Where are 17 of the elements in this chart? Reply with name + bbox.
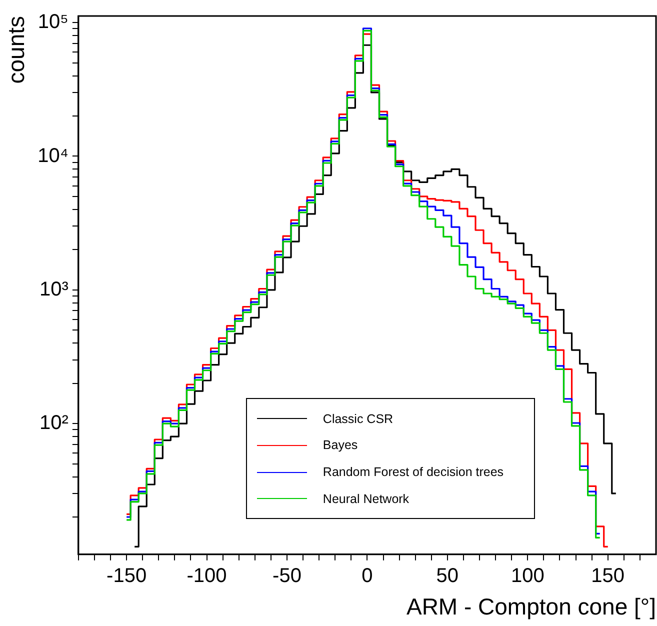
x-tick-label: 100 — [510, 564, 544, 587]
legend-label: Classic CSR — [322, 412, 394, 426]
x-tick-label: -50 — [272, 564, 302, 587]
x-axis-title: ARM - Compton cone [°] — [406, 594, 656, 620]
y-tick-label: 10³ — [40, 278, 69, 300]
y-tick-label: 10⁴ — [38, 144, 68, 167]
legend-label: Random Forest of decision trees — [322, 465, 504, 480]
x-tick-label: 150 — [591, 564, 625, 587]
x-tick-label: -100 — [186, 564, 227, 587]
legend-label: Neural Network — [322, 492, 410, 506]
y-axis-title: counts — [3, 16, 30, 84]
x-tick-label: -150 — [106, 564, 147, 587]
y-tick-label: 10⁵ — [38, 11, 68, 34]
x-tick-label: 50 — [436, 564, 459, 587]
y-tick-label: 10² — [40, 412, 69, 434]
x-tick-label: 0 — [362, 564, 373, 587]
legend-label: Bayes — [322, 438, 358, 452]
